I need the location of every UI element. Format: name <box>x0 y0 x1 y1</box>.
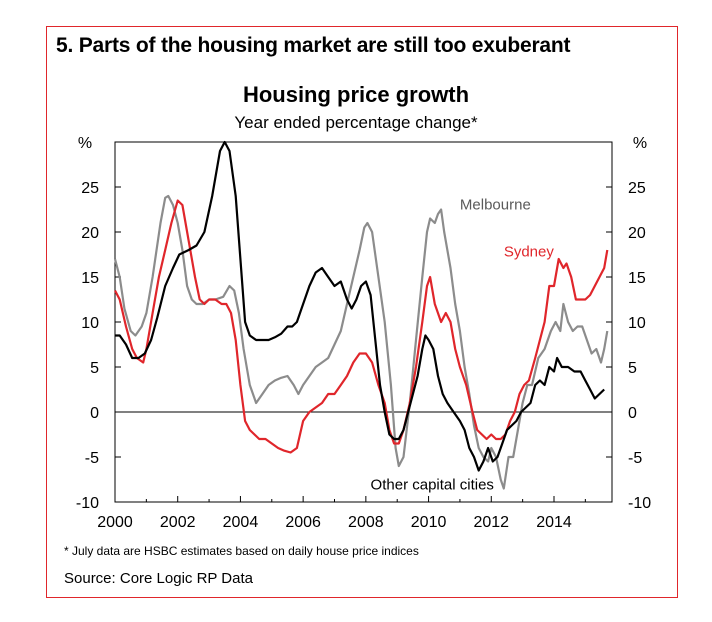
y-unit-left: % <box>78 135 92 152</box>
series-line-other-capital-cities <box>115 140 605 472</box>
footnote: * July data are HSBC estimates based on … <box>64 544 419 558</box>
y-unit-right: % <box>633 135 647 152</box>
source-note: Source: Core Logic RP Data <box>64 570 253 587</box>
y-tick-label-right: 20 <box>628 225 646 242</box>
x-tick-label: 2010 <box>411 514 447 531</box>
plot-area <box>114 141 613 503</box>
y-tick-label-right: 0 <box>628 405 637 422</box>
x-tick-label: 2000 <box>97 514 133 531</box>
y-tick-label-left: -10 <box>76 495 99 512</box>
y-tick-label-left: 0 <box>90 405 99 422</box>
y-tick-label-right: 25 <box>628 180 646 197</box>
y-tick-label-left: 25 <box>81 180 99 197</box>
chart-subtitle: Year ended percentage change* <box>234 113 478 132</box>
x-tick-label: 2012 <box>473 514 509 531</box>
y-tick-label-left: -5 <box>85 450 99 467</box>
x-tick-label: 2008 <box>348 514 384 531</box>
series-label-melbourne: Melbourne <box>460 197 531 214</box>
x-tick-label: 2006 <box>285 514 321 531</box>
y-tick-label-right: 15 <box>628 270 646 287</box>
x-tick-label: 2002 <box>160 514 196 531</box>
chart-frame <box>46 26 678 598</box>
y-tick-label-right: 10 <box>628 315 646 332</box>
x-tick-label: 2014 <box>536 514 572 531</box>
y-tick-label-right: -5 <box>628 450 642 467</box>
series-label-sydney: Sydney <box>504 243 555 260</box>
series-line-melbourne <box>113 194 609 490</box>
series-label-other-capital-cities: Other capital cities <box>371 476 494 493</box>
y-tick-label-left: 10 <box>81 315 99 332</box>
y-tick-label-left: 5 <box>90 360 99 377</box>
panel-title: 5. Parts of the housing market are still… <box>56 34 571 57</box>
y-tick-label-left: 15 <box>81 270 99 287</box>
y-tick-label-left: 20 <box>81 225 99 242</box>
y-tick-label-right: 5 <box>628 360 637 377</box>
x-tick-label: 2004 <box>223 514 259 531</box>
chart-title: Housing price growth <box>242 82 470 107</box>
y-tick-label-right: -10 <box>628 495 651 512</box>
